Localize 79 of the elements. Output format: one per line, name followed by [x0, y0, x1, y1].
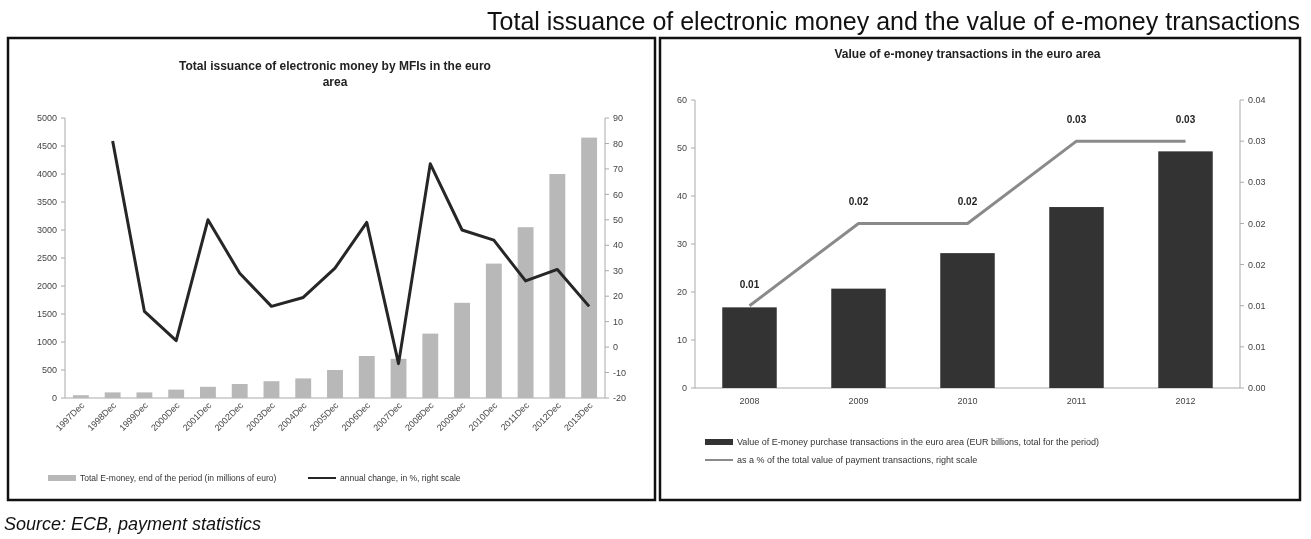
y-tick-label: 60 — [676, 95, 687, 106]
data-label: 0.02 — [957, 196, 978, 208]
text: Total issuance of electronic money and the value of e-money transactions — [487, 7, 1300, 35]
line-series — [111, 139, 591, 366]
bar — [72, 395, 89, 398]
data-label: 0.02 — [848, 196, 869, 208]
y-tick-label: 4500 — [36, 141, 57, 152]
chart-title: Value of e-money transactions in the euro area — [834, 47, 1101, 61]
y2-tick-label: 0.01 — [1248, 300, 1266, 311]
y-tick-label: 5000 — [36, 113, 57, 124]
y-tick-label: 40 — [676, 191, 687, 202]
bar — [231, 384, 248, 398]
bar — [581, 137, 598, 398]
legend-label: as a % of the total value of payment transactions, right scale — [737, 455, 978, 466]
bar — [831, 288, 886, 388]
y-tick-label: 20 — [676, 287, 687, 298]
legend-label: Value of E-money purchase transactions in the euro area (EUR billions, total for the period) — [737, 437, 1100, 448]
bar — [722, 307, 777, 388]
y2-tick-label: 0.01 — [1248, 342, 1266, 353]
bar — [168, 389, 185, 398]
x-tick-label: 2012 — [1175, 396, 1196, 406]
bar — [517, 227, 534, 398]
y2-tick-label: -20 — [613, 393, 627, 404]
y2-tick-label: 0 — [613, 342, 619, 353]
y2-tick-label: 0.03 — [1248, 136, 1266, 147]
bar — [390, 358, 407, 398]
y2-tick-label: 0.02 — [1248, 218, 1266, 229]
bar — [940, 253, 995, 388]
y2-tick-label: 70 — [613, 164, 624, 175]
y2-tick-label: 10 — [613, 316, 624, 327]
y2-tick-label: 0.03 — [1248, 177, 1266, 188]
x-tick-label: 2010 — [957, 396, 978, 406]
bar — [295, 378, 312, 398]
legend-label: Total E-money, end of the period (in millions of euro) — [80, 472, 277, 483]
x-tick-label: 2008 — [739, 396, 760, 406]
y-tick-label: 0 — [681, 383, 687, 394]
y2-tick-label: -10 — [613, 367, 627, 378]
y-tick-label: 50 — [676, 143, 687, 154]
bar — [136, 392, 153, 398]
data-label: 0.03 — [1066, 114, 1087, 126]
bar — [422, 333, 439, 398]
y2-tick-label: 20 — [613, 291, 624, 302]
y-tick-label: 10 — [676, 335, 687, 346]
y2-tick-label: 40 — [613, 240, 624, 251]
y2-tick-label: 60 — [613, 189, 624, 200]
bar — [327, 370, 343, 398]
data-label: 0.01 — [739, 278, 760, 290]
y-tick-label: 1000 — [36, 337, 57, 348]
bar — [1158, 151, 1213, 388]
y-tick-label: 30 — [676, 239, 687, 250]
bar — [358, 356, 375, 398]
y2-tick-label: 0.04 — [1248, 95, 1266, 106]
y2-tick-label: 0.02 — [1248, 259, 1266, 270]
bar — [1049, 207, 1104, 388]
x-tick-label: 2009 — [848, 396, 869, 406]
y2-tick-label: 50 — [613, 214, 624, 225]
data-label: 0.03 — [1175, 114, 1196, 126]
y-tick-label: 0 — [51, 393, 57, 404]
bar — [263, 381, 280, 398]
source-note: Source: ECB, payment statistics — [4, 514, 262, 534]
bar — [454, 302, 470, 398]
y-tick-label: 3500 — [36, 197, 57, 208]
bar — [485, 263, 502, 398]
chart-title: Total issuance of electronic money by MFIs in the euro area — [179, 59, 491, 89]
y-tick-label: 2000 — [36, 281, 57, 292]
y-tick-label: 500 — [41, 365, 57, 376]
x-tick-label: 2011 — [1066, 396, 1087, 406]
legend-label: annual change, in %, right scale — [340, 472, 461, 483]
y-tick-label: 4000 — [36, 169, 57, 180]
bar — [200, 386, 216, 398]
bar — [104, 392, 121, 398]
bar — [549, 174, 566, 398]
y2-tick-label: 30 — [613, 265, 624, 276]
y2-tick-label: 90 — [613, 113, 624, 124]
y2-tick-label: 80 — [613, 138, 624, 149]
y-tick-label: 2500 — [36, 253, 57, 264]
y2-tick-label: 0.00 — [1248, 383, 1266, 394]
y-tick-label: 1500 — [36, 309, 57, 320]
y-tick-label: 3000 — [36, 225, 57, 236]
